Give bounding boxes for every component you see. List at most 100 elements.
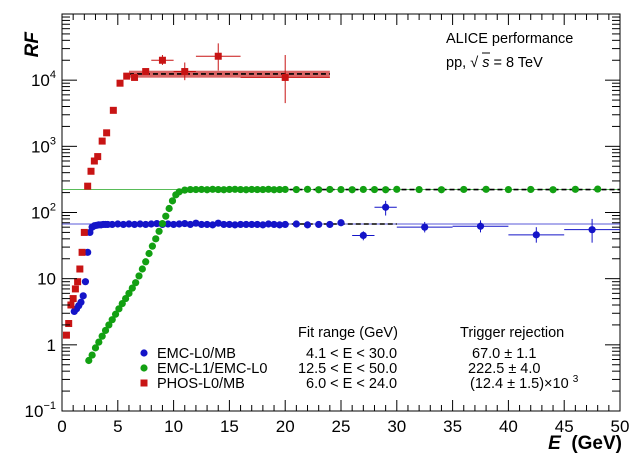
data-point <box>359 185 367 194</box>
data-point <box>214 185 222 194</box>
data-point <box>242 220 250 229</box>
data-point <box>259 185 267 194</box>
data-point <box>415 185 423 194</box>
data-point <box>281 73 289 81</box>
data-point <box>77 298 85 306</box>
data-point <box>264 185 273 193</box>
x-tick-label: 5 <box>113 417 122 436</box>
legend-range-emc-l0: 4.1 < E < 30.0 <box>306 346 397 362</box>
x-tick-label: 10 <box>164 417 183 436</box>
data-point <box>476 222 485 230</box>
legend-name-emc-l1: EMC-L1/EMC-L0 <box>157 361 267 377</box>
data-point <box>248 220 256 229</box>
data-point <box>74 278 82 286</box>
data-point <box>101 326 110 335</box>
data-point <box>264 220 273 228</box>
data-point <box>116 79 124 87</box>
data-point <box>79 292 87 300</box>
data-point <box>95 338 103 346</box>
data-point <box>88 351 96 359</box>
data-point <box>209 185 217 193</box>
data-point <box>105 321 113 329</box>
data-point <box>421 223 429 231</box>
y-tick-base: 10 <box>31 204 50 223</box>
data-point <box>132 279 140 287</box>
y-tick-base: 10 <box>25 402 44 421</box>
data-point <box>125 220 133 228</box>
data-point <box>175 188 183 196</box>
data-point <box>203 186 211 194</box>
data-point <box>214 219 222 227</box>
x-tick-label: 45 <box>555 417 574 436</box>
sqrt-symbol: √ <box>470 55 478 71</box>
experiment-label: ALICE performance <box>446 31 573 47</box>
data-points <box>62 43 620 365</box>
data-point <box>197 185 206 194</box>
data-point <box>203 220 211 229</box>
data-point <box>192 185 200 194</box>
data-point <box>186 220 194 229</box>
data-point <box>170 220 178 229</box>
data-point <box>460 185 468 194</box>
legend-name-phos-l0: PHOS-L0/MB <box>157 376 245 392</box>
data-point <box>248 185 256 194</box>
data-point <box>138 265 146 273</box>
data-point <box>71 285 79 293</box>
data-point <box>69 295 77 303</box>
collision-label: pp, √ s = 8 TeV <box>446 55 543 71</box>
sqrt-var: s <box>482 55 489 71</box>
data-point <box>147 220 155 228</box>
x-tick-label: 50 <box>611 417 630 436</box>
data-point <box>80 228 88 236</box>
legend-marker-emc-l1 <box>140 364 148 372</box>
data-point <box>162 212 170 220</box>
data-point <box>155 227 163 235</box>
data-point <box>119 220 127 229</box>
y-tick-label: 102 <box>31 202 56 223</box>
data-point <box>315 186 323 194</box>
x-tick-label: 0 <box>57 417 66 436</box>
data-point <box>326 220 334 229</box>
data-point <box>111 310 120 318</box>
data-point <box>337 185 345 194</box>
y-tick-exponent: 4 <box>50 69 56 81</box>
data-point <box>225 220 233 229</box>
data-point <box>76 265 84 273</box>
x-axis-unit: (GeV) <box>571 433 622 454</box>
collision-prefix: pp, <box>446 55 470 71</box>
data-point <box>65 320 73 328</box>
data-point <box>337 219 345 227</box>
data-point <box>231 221 239 229</box>
data-point <box>142 258 150 266</box>
fit-range-header: Fit range (GeV) <box>298 325 398 341</box>
data-point <box>168 197 177 205</box>
data-point <box>128 284 136 292</box>
legend-name-emc-l0: EMC-L0/MB <box>157 346 236 362</box>
data-point <box>276 185 284 194</box>
legend-range-phos-l0: 6.0 < E < 24.0 <box>306 376 397 392</box>
y-tick-label: 103 <box>31 135 56 156</box>
y-tick-exponent: 2 <box>50 202 56 214</box>
data-point <box>281 185 289 194</box>
x-tick-label: 30 <box>387 417 406 436</box>
data-point <box>84 182 92 190</box>
legend-marker-emc-l0 <box>140 349 148 357</box>
data-point <box>115 305 123 313</box>
trigger-rejection-header: Trigger rejection <box>460 325 564 341</box>
collision-suffix: = 8 TeV <box>493 55 543 71</box>
y-axis-title: RF <box>22 31 43 58</box>
data-point <box>181 219 189 228</box>
data-point <box>504 185 512 194</box>
data-point <box>594 185 602 193</box>
data-point <box>114 220 122 228</box>
data-point <box>326 185 334 194</box>
legend-rejection-phos-exp: 3 <box>573 374 579 385</box>
data-point <box>98 332 106 340</box>
data-point <box>270 186 278 194</box>
data-point <box>242 186 250 194</box>
data-point <box>152 235 160 243</box>
data-point <box>135 272 143 280</box>
data-point <box>108 316 116 324</box>
data-point <box>103 129 111 137</box>
